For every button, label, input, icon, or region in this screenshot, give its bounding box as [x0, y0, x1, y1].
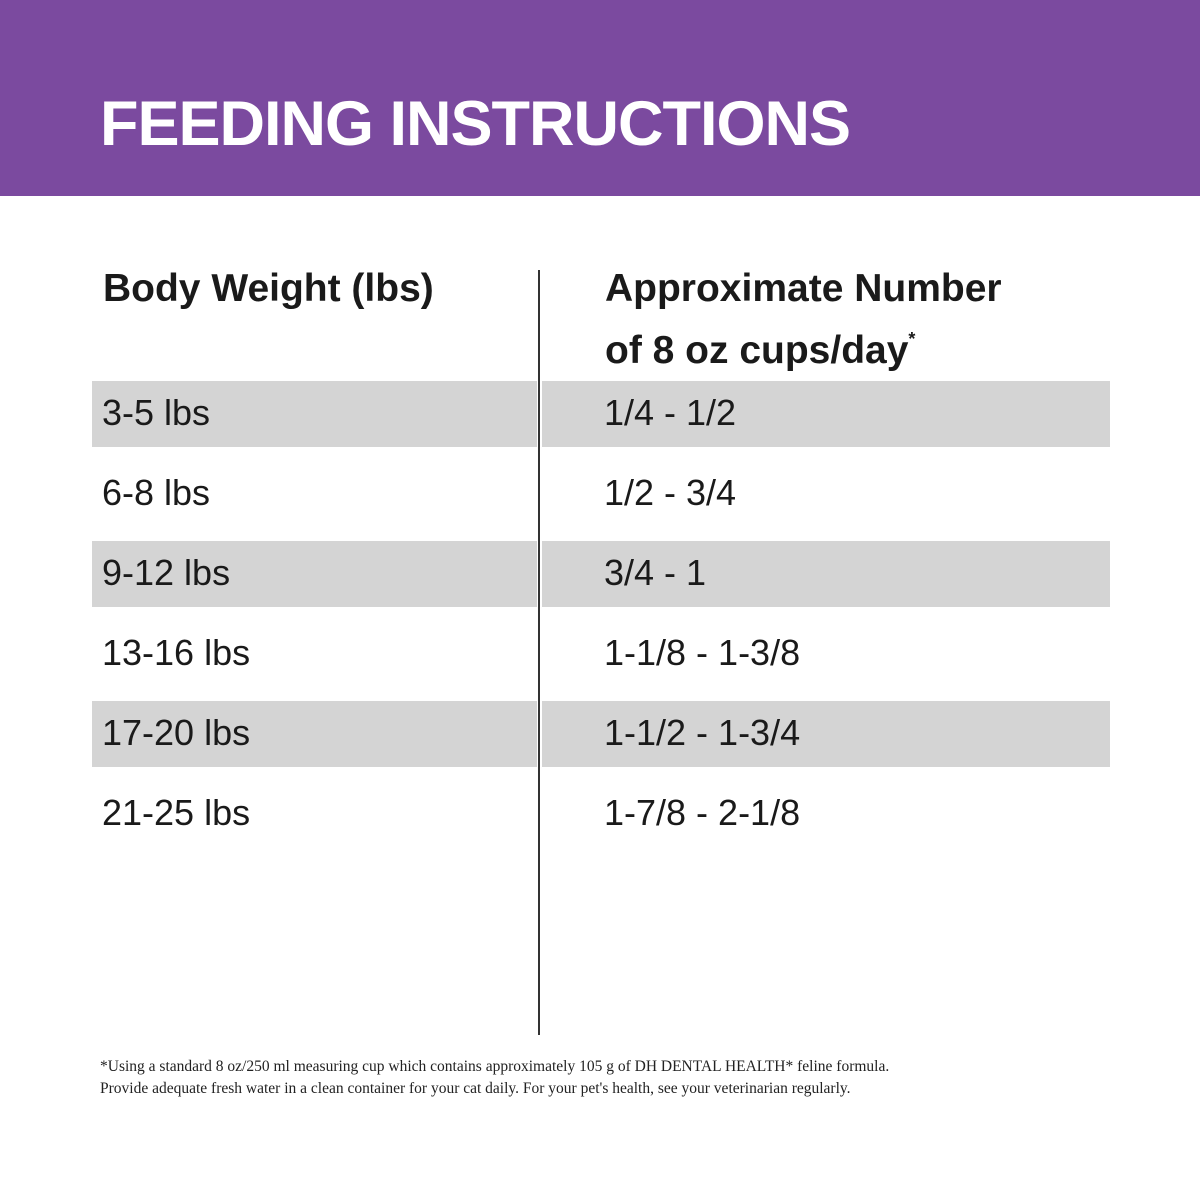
footnote-line: *Using a standard 8 oz/250 ml measuring … [100, 1058, 890, 1075]
cups-cell: 1/2 - 3/4 [604, 472, 737, 513]
column-divider [538, 270, 540, 1035]
column-header: Approximate Number [605, 267, 1002, 310]
cups-cell: 1/4 - 1/2 [604, 392, 737, 433]
row-shade [542, 701, 1110, 767]
weight-cell: 9-12 lbs [102, 552, 231, 593]
row-shade [542, 541, 1110, 607]
weight-cell: 6-8 lbs [102, 472, 211, 513]
footnote-line: Provide adequate fresh water in a clean … [100, 1080, 851, 1097]
column-header: Body Weight (lbs) [103, 267, 434, 310]
footnote-mark: * [908, 329, 916, 349]
cups-cell: 1-1/8 - 1-3/8 [604, 632, 801, 673]
weight-cell: 21-25 lbs [102, 792, 251, 833]
row-shade [542, 381, 1110, 447]
title: FEEDING INSTRUCTIONS [100, 89, 851, 159]
weight-cell: 3-5 lbs [102, 392, 211, 433]
cups-cell: 3/4 - 1 [604, 552, 707, 593]
weight-cell: 13-16 lbs [102, 632, 251, 673]
row-shade [92, 381, 537, 447]
row-shade [92, 701, 537, 767]
header-band [0, 0, 1200, 196]
cups-cell: 1-1/2 - 1-3/4 [604, 712, 801, 753]
column-header: of 8 oz cups/day* [605, 314, 915, 376]
cups-cell: 1-7/8 - 2-1/8 [604, 792, 801, 833]
row-shade [92, 541, 537, 607]
weight-cell: 17-20 lbs [102, 712, 251, 753]
column-header-line: of 8 oz cups/day [605, 329, 909, 372]
